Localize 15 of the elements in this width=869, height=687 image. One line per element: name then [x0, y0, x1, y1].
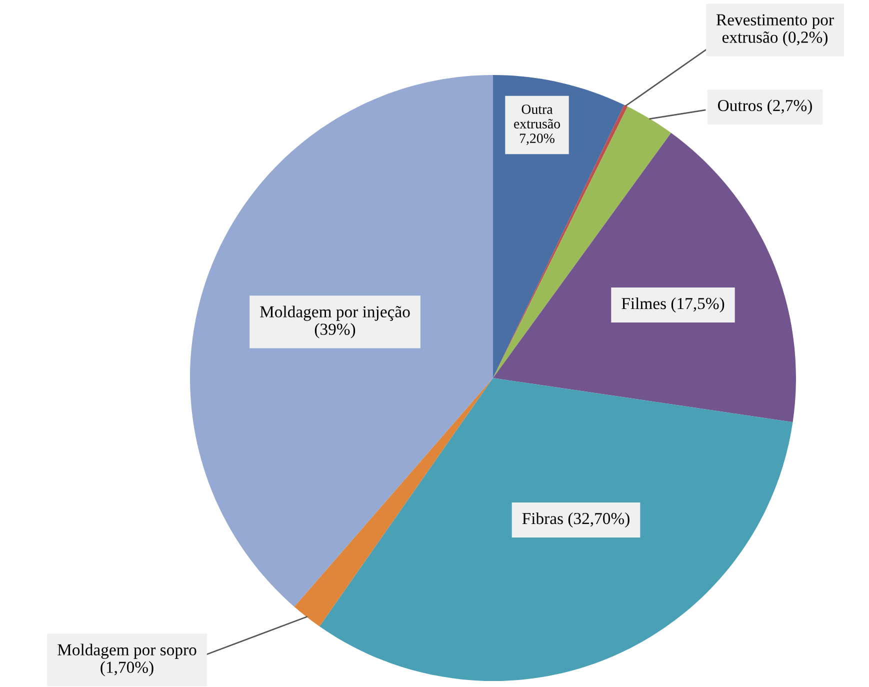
data-label: (1,70%) — [100, 661, 154, 676]
slice-label: Revestimento por extrusão (0,2%) — [716, 14, 834, 46]
data-label: 7,20% — [520, 134, 554, 145]
slice-label: Filmes (17,5%) — [622, 297, 724, 313]
slice-label: Outra extrusão — [514, 104, 560, 128]
data-label: (39%) — [314, 323, 356, 338]
pie-slice — [493, 106, 672, 378]
slice-label: Outros (2,7%) — [718, 99, 812, 115]
pie-slice — [493, 132, 796, 422]
slice-label: Fibras (32,70%) — [522, 512, 630, 528]
pie-slice — [320, 378, 793, 681]
slice-label: Moldagem por sopro — [58, 644, 196, 659]
pie-slice — [190, 75, 493, 607]
pie-slice — [294, 378, 493, 626]
slice-label: Moldagem por injeção — [260, 306, 410, 321]
